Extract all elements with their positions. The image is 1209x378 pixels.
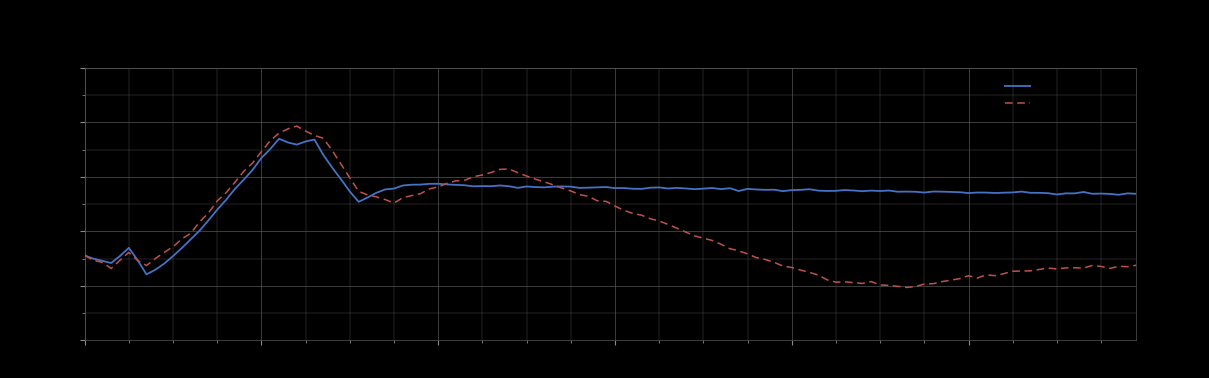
Legend: , : , [1006,81,1031,109]
